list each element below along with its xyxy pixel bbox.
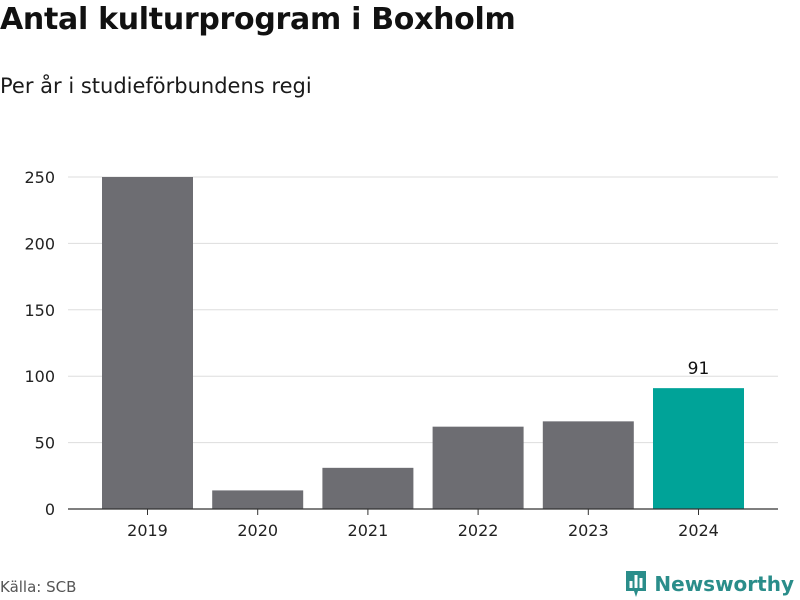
y-tick-label: 0	[45, 500, 55, 519]
x-axis-ticks: 2019 2020 2021 2022 2023 2024	[127, 509, 719, 540]
y-tick-label: 50	[35, 434, 55, 453]
bar-2019	[102, 177, 193, 509]
bars	[102, 177, 744, 509]
bar-2021	[322, 467, 414, 509]
chart-subtitle: Per år i studieförbundens regi	[0, 74, 312, 98]
source-note: Källa: SCB	[0, 578, 77, 596]
data-labels: 91	[688, 359, 710, 379]
x-tick-label: 2021	[348, 521, 389, 540]
x-tick-label: 2023	[568, 521, 609, 540]
bar-2024	[653, 388, 744, 509]
y-tick-label: 200	[24, 234, 55, 253]
data-label: 91	[688, 359, 710, 379]
x-tick-label: 2022	[458, 521, 499, 540]
x-tick-label: 2019	[127, 521, 168, 540]
y-axis-ticks: 0 50 100 150 200 250	[24, 168, 55, 519]
y-tick-label: 100	[24, 367, 55, 386]
bar-2023	[542, 421, 634, 509]
bar-2020	[212, 490, 304, 509]
y-tick-label: 150	[24, 301, 55, 320]
brand-name: Newsworthy	[654, 572, 794, 596]
newsworthy-logo-icon	[626, 571, 647, 597]
x-tick-label: 2024	[678, 521, 719, 540]
brand[interactable]: Newsworthy	[624, 568, 794, 600]
y-tick-label: 250	[24, 168, 55, 187]
x-tick-label: 2020	[237, 521, 278, 540]
chart-title: Antal kulturprogram i Boxholm	[0, 2, 516, 37]
bar-2022	[432, 426, 524, 509]
